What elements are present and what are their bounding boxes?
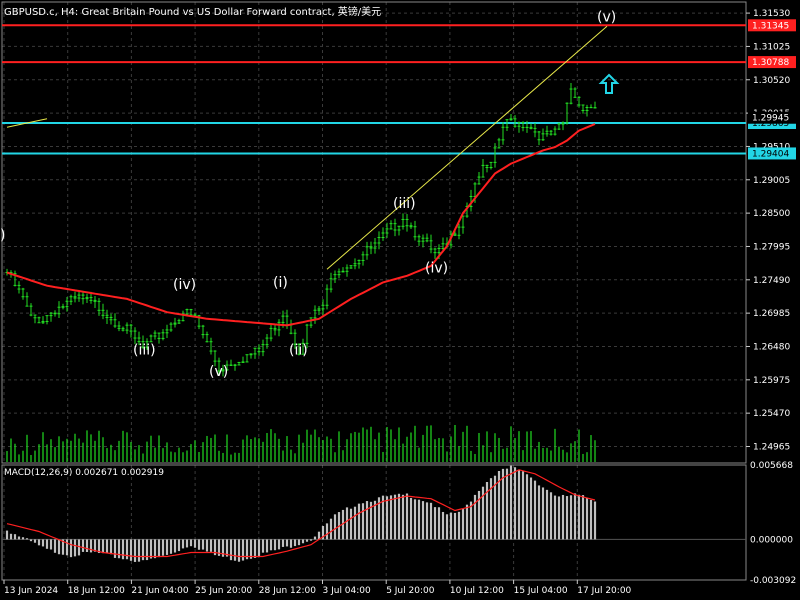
moving-average-line [6, 123, 596, 327]
price-tick-label: 1.27490 [753, 276, 790, 286]
main-panel-border [1, 1, 747, 464]
trend-line[interactable] [6, 118, 48, 128]
chart-axes: 1.315301.310251.305201.300151.295101.290… [3, 9, 796, 596]
price-tick-label: 1.27995 [753, 242, 790, 252]
macd-tick-label: -0.003092 [750, 576, 796, 586]
trend-line[interactable] [326, 25, 608, 270]
wave-label: (iii) [393, 196, 416, 212]
time-tick-label: 18 Jun 12:00 [68, 586, 125, 596]
chart-title: GBPUSD.c, H4: Great Britain Pound vs US … [4, 7, 382, 18]
macd-tick-label: 0.005668 [750, 461, 793, 471]
macd-tick-label: 0.000000 [750, 535, 793, 545]
price-tick-label: 1.31530 [753, 9, 790, 19]
price-tick-label: 1.26985 [753, 309, 790, 319]
macd-panel-border [1, 464, 747, 581]
macd-label: MACD(12,26,9) 0.002671 0.002919 [4, 468, 164, 478]
time-tick-label: 21 Jun 04:00 [131, 586, 188, 596]
price-tag-label: 1.30788 [752, 58, 789, 68]
horizontal-levels[interactable] [2, 24, 746, 155]
price-tag-label: 1.29404 [752, 149, 789, 159]
wave-label: (ii) [289, 342, 308, 358]
macd-panel [2, 465, 746, 562]
price-tick-label: 1.29005 [753, 176, 790, 186]
wave-label: (iii) [133, 342, 156, 358]
price-tag-background [748, 19, 796, 32]
trend-lines[interactable] [6, 25, 608, 270]
price-tick-label: 1.25975 [753, 376, 790, 386]
time-tick-label: 25 Jun 20:00 [195, 586, 252, 596]
price-tick-label: 1.31025 [753, 42, 790, 52]
time-tick-label: 15 Jul 04:00 [514, 586, 568, 596]
up-arrow-icon[interactable] [598, 73, 620, 94]
time-tick-label: 13 Jun 2024 [4, 586, 58, 596]
price-tag-background [748, 56, 796, 69]
time-tick-label: 17 Jul 20:00 [577, 586, 631, 596]
wave-label: (iv) [425, 261, 448, 277]
price-tag-label: 1.29865 [752, 119, 789, 129]
wave-label: ) [0, 228, 5, 244]
price-tick-label: 1.30520 [753, 76, 790, 86]
time-tick-label: 5 Jul 20:00 [386, 586, 435, 596]
price-tag-label: 1.31345 [752, 21, 789, 31]
chart-grid [1, 1, 747, 581]
time-tick-label: 10 Jul 12:00 [450, 586, 504, 596]
wave-label: (iv) [173, 277, 196, 293]
elliott-wave-labels: (iii) (iv) (v) (i) (ii) (iii) (iv) (v)) [0, 10, 616, 381]
macd-signal-line [6, 469, 596, 558]
up-arrow-shape[interactable] [598, 73, 620, 94]
time-tick-label: 28 Jun 12:00 [259, 586, 316, 596]
price-tag-label: 1.29945 [752, 114, 789, 124]
price-tick-label: 1.24965 [753, 442, 790, 452]
wave-label: (v) [597, 10, 616, 26]
wave-label: (i) [273, 275, 288, 291]
time-tick-label: 3 Jul 04:00 [323, 586, 372, 596]
candlesticks [5, 82, 597, 377]
price-tag-background [748, 111, 796, 124]
volume-bars [6, 424, 596, 462]
wave-label: (v) [209, 364, 228, 380]
price-tick-label: 1.26480 [753, 342, 790, 352]
price-tag-background [748, 147, 796, 160]
moving-average-path [6, 123, 596, 327]
price-tick-label: 1.25470 [753, 409, 790, 419]
price-tick-label: 1.28500 [753, 209, 790, 219]
